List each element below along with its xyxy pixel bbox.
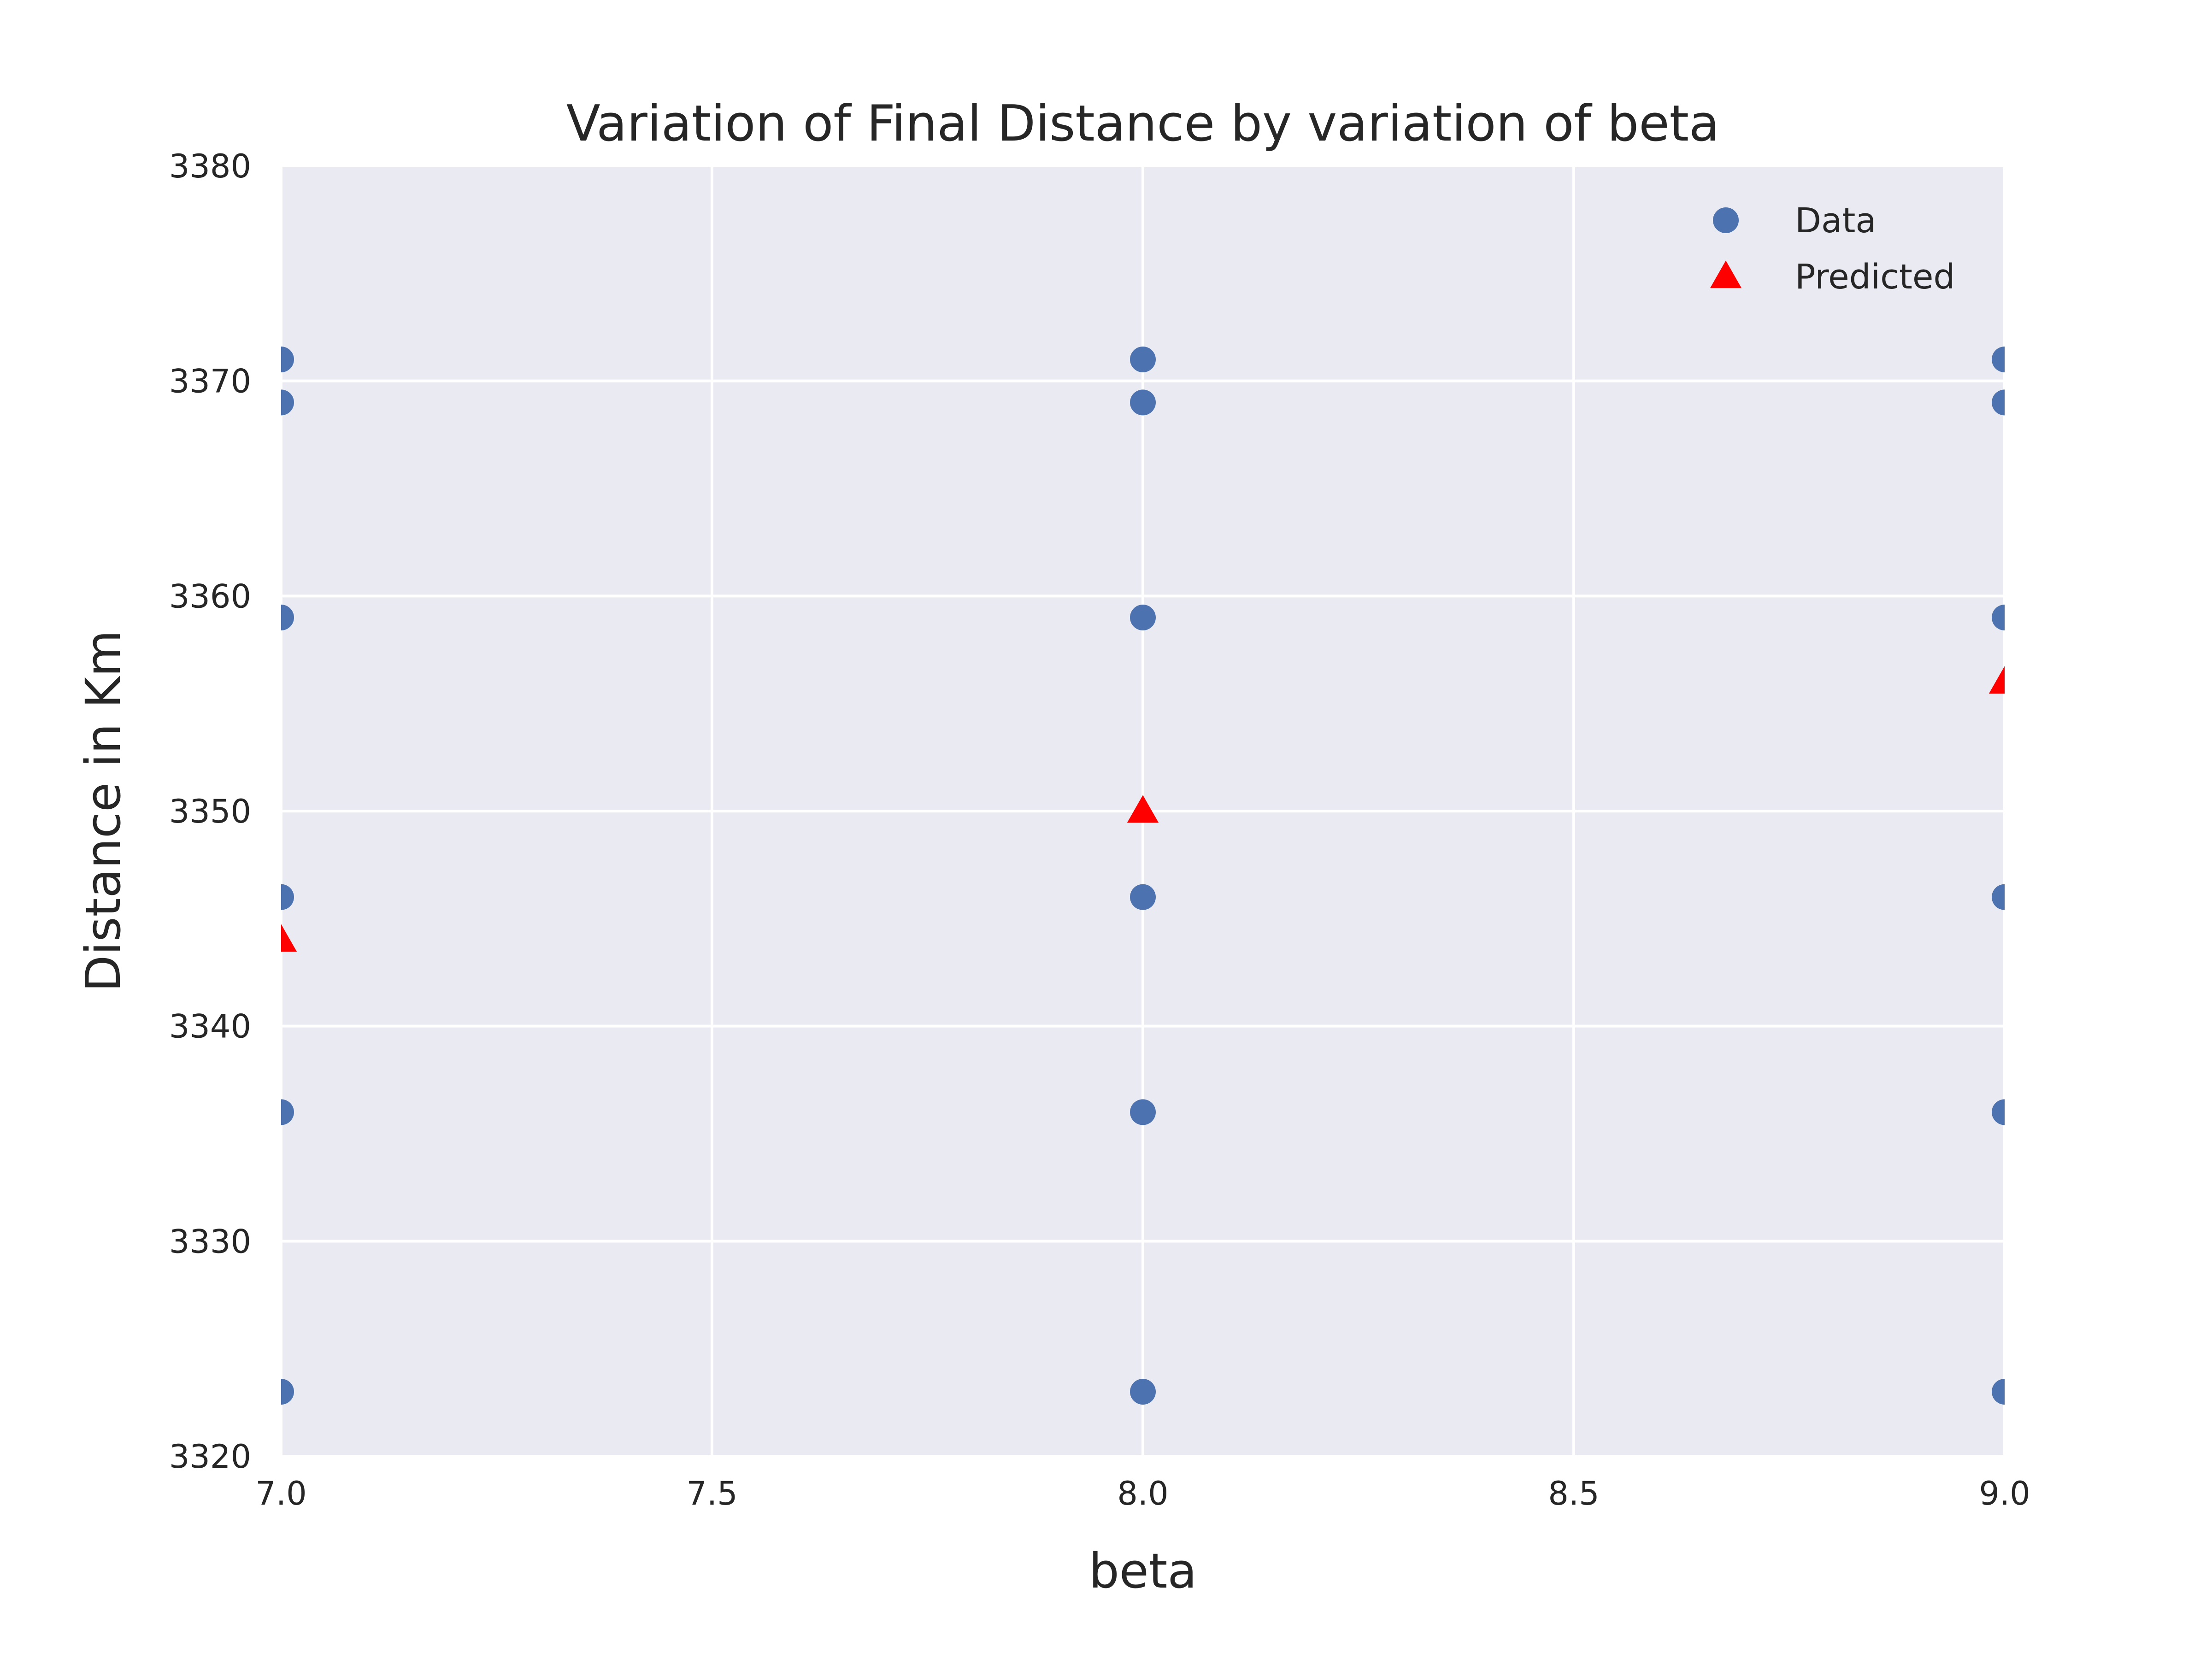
data-point: [1130, 389, 1156, 416]
predicted-point: [1988, 666, 2005, 694]
data-point: [1992, 1379, 2005, 1405]
data-point: [281, 605, 294, 630]
data-point: [1992, 347, 2005, 372]
data-point: [281, 389, 294, 416]
legend-label: Predicted: [1795, 257, 1955, 297]
x-tick-label: 8.5: [1548, 1475, 1599, 1512]
data-point: [1130, 605, 1156, 630]
y-axis-label: Distance in Km: [75, 630, 131, 992]
data-point: [281, 884, 294, 910]
data-point: [1992, 884, 2005, 910]
data-marks: [281, 347, 2005, 1405]
legend: Data Predicted: [1710, 201, 1955, 297]
legend-label: Data: [1795, 201, 1877, 241]
predicted-point: [1127, 795, 1159, 823]
predicted-point: [281, 924, 297, 952]
data-point: [281, 1099, 294, 1125]
y-tick-label: 3380: [169, 147, 251, 185]
data-point: [1130, 1099, 1156, 1125]
grid-lines: [280, 165, 2006, 1458]
data-point: [1130, 1379, 1156, 1405]
data-point: [1130, 347, 1156, 372]
data-point: [281, 347, 294, 372]
chart-title: Variation of Final Distance by variation…: [566, 95, 1719, 153]
data-point: [1130, 884, 1156, 910]
x-axis-label: beta: [1089, 1543, 1197, 1599]
data-point: [1992, 1099, 2005, 1125]
legend-marker-data: [1713, 207, 1739, 233]
tick-labels: 7.0 7.5 8.0 8.5 9.0 3320 3330 3340 3350 3360 3370 3…: [169, 147, 2030, 1512]
y-tick-label: 3330: [169, 1223, 251, 1260]
data-point: [1992, 605, 2005, 630]
x-tick-label: 9.0: [1979, 1475, 2030, 1512]
x-tick-label: 7.5: [686, 1475, 737, 1512]
y-tick-label: 3320: [169, 1438, 251, 1476]
y-tick-label: 3370: [169, 363, 251, 400]
legend-marker-predicted: [1710, 260, 1742, 288]
x-tick-label: 8.0: [1117, 1475, 1168, 1512]
x-tick-label: 7.0: [255, 1475, 306, 1512]
y-tick-label: 3360: [169, 577, 251, 615]
data-point: [1992, 389, 2005, 416]
data-point: [281, 1379, 294, 1405]
y-tick-label: 3340: [169, 1008, 251, 1046]
y-tick-label: 3350: [169, 793, 251, 830]
